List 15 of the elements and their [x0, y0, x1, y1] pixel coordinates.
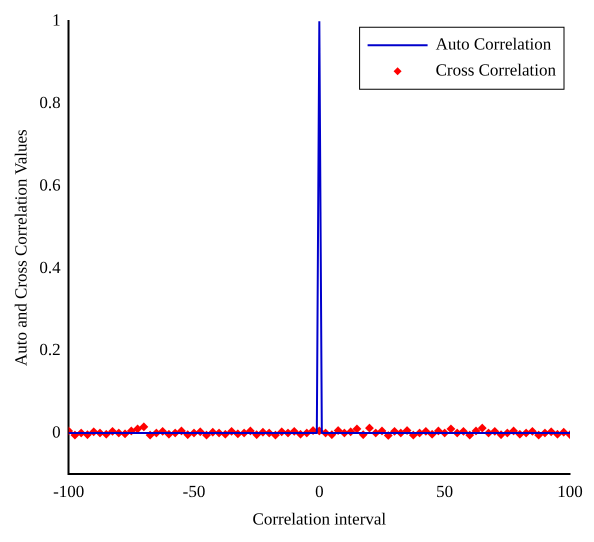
- x-tick-label: -100: [53, 482, 84, 501]
- x-tick-label: 100: [557, 482, 583, 501]
- y-axis-title: Auto and Cross Correlation Values: [12, 129, 31, 366]
- legend-label: Cross Correlation: [436, 60, 556, 80]
- y-tick-label: 0.4: [39, 258, 62, 277]
- y-tick-label: 0.8: [39, 93, 61, 112]
- x-axis-title: Correlation interval: [252, 509, 386, 528]
- x-tick-label: 0: [315, 482, 324, 501]
- legend-label: Auto Correlation: [436, 34, 552, 54]
- y-tick-label: 0.2: [39, 340, 61, 360]
- x-tick-label: 50: [436, 482, 454, 501]
- y-tick-label: 0: [52, 422, 61, 442]
- y-tick-label: 1: [52, 10, 61, 30]
- x-tick-label: -50: [182, 482, 206, 501]
- y-tick-label: 0.6: [39, 175, 61, 194]
